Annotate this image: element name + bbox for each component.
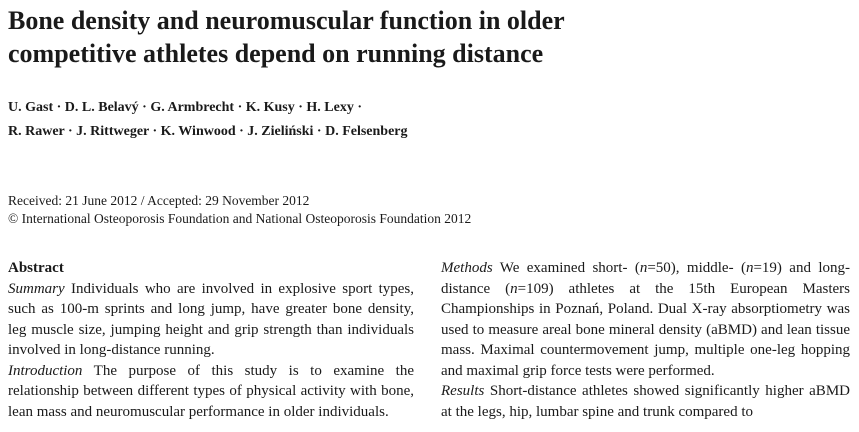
received-accepted-dates: Received: 21 June 2012 / Accepted: 29 No…	[8, 193, 310, 208]
copyright-notice: © International Osteoporosis Foundation …	[8, 211, 472, 226]
authors-line-1: U. Gast · D. L. Belavý · G. Armbrecht · …	[8, 100, 363, 115]
methods-n-1: n	[639, 260, 648, 276]
abstract-heading: Abstract	[8, 260, 64, 276]
author-list: U. Gast · D. L. Belavý · G. Armbrecht · …	[8, 96, 848, 144]
summary-label: Summary	[8, 280, 65, 297]
summary-paragraph: Summary Individuals who are involved in …	[8, 279, 414, 361]
methods-label: Methods	[441, 260, 493, 276]
methods-text-2: =50), middle- (	[647, 260, 746, 276]
results-paragraph: Results Short-distance athletes showed s…	[441, 381, 850, 422]
article-meta: Received: 21 June 2012 / Accepted: 29 No…	[8, 192, 848, 228]
title-line-1: Bone density and neuromuscular function …	[8, 6, 565, 35]
methods-n-2: n	[745, 260, 754, 276]
methods-n-3: n	[510, 280, 518, 297]
results-label: Results	[441, 383, 485, 399]
introduction-text: The purpose of this study is to examine …	[8, 362, 414, 420]
title-line-2: competitive athletes depend on running d…	[8, 39, 544, 68]
abstract-column-right: Methods We examined short- (n=50), middl…	[441, 258, 850, 422]
methods-text-4: =109) athletes at the 15th European Mast…	[441, 280, 850, 379]
article-title: Bone density and neuromuscular function …	[8, 4, 848, 70]
methods-text-3: =19) and long-distance (	[441, 260, 851, 297]
summary-text: Individuals who are involved in explosiv…	[8, 280, 414, 359]
introduction-paragraph: Introduction The purpose of this study i…	[8, 361, 414, 423]
methods-paragraph: Methods We examined short- (n=50), middl…	[441, 258, 850, 381]
methods-text-1: We examined short- (	[492, 260, 640, 276]
abstract-column-left: Abstract Summary Individuals who are inv…	[8, 258, 414, 422]
results-text: Short-distance athletes showed significa…	[441, 383, 850, 420]
introduction-label: Introduction	[8, 362, 83, 379]
authors-line-2: R. Rawer · J. Rittweger · K. Winwood · J…	[8, 124, 408, 139]
